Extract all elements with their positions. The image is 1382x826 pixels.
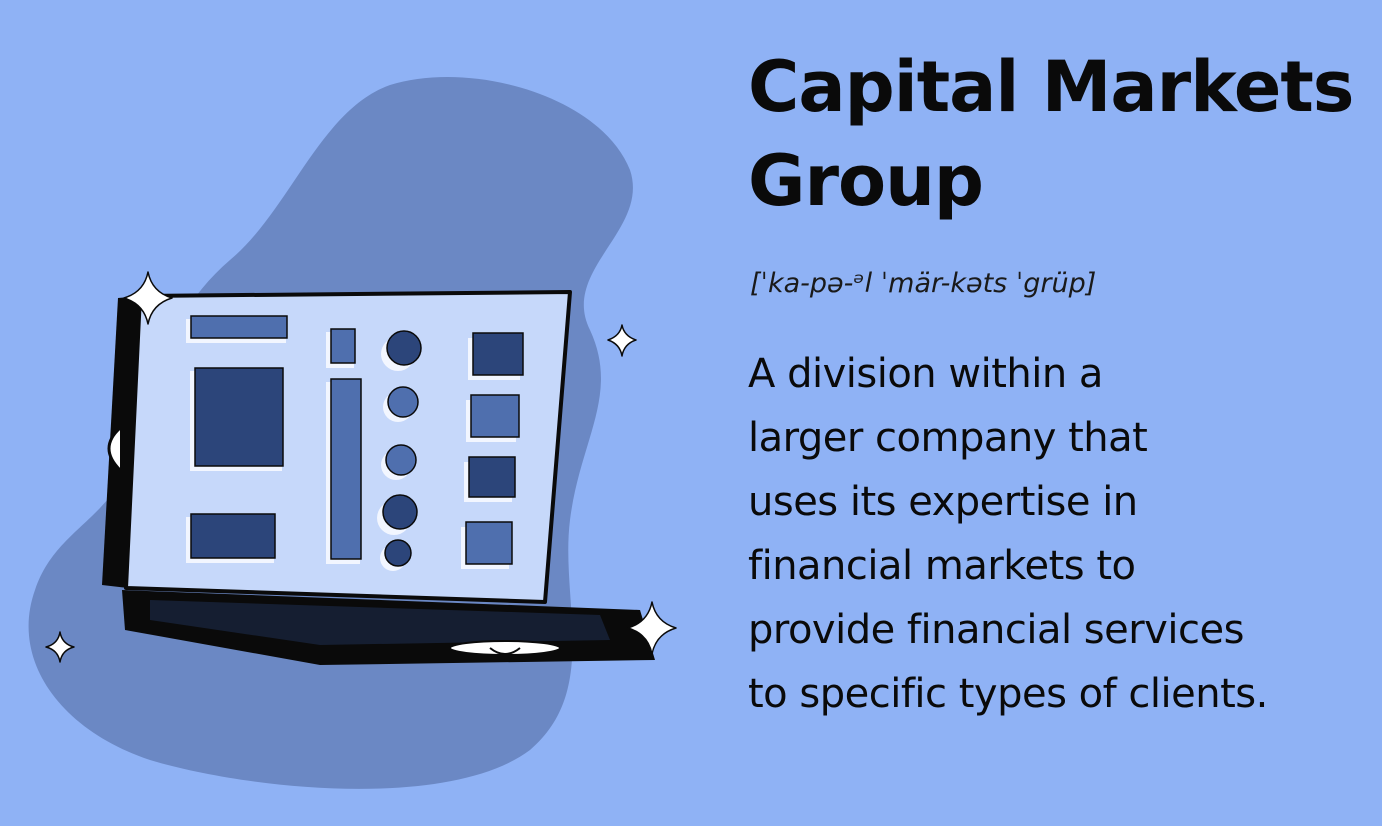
term-definition: A division within a larger company that …: [748, 351, 1268, 717]
term-title: Capital Markets Group: [748, 46, 1354, 222]
definition-panel: Capital Markets Group [ˈka-pə-ᵊl ˈmär-kə…: [748, 40, 1368, 726]
briefcase-illustration: [28, 76, 677, 789]
briefcase-compartments: [186, 315, 524, 571]
sparkle-icon: [123, 271, 173, 325]
briefcase-handle-icon: [449, 640, 561, 656]
briefcase-latch-icon: [107, 426, 122, 472]
term-pronunciation: [ˈka-pə-ᵊl ˈmär-kəts ˈgrüp]: [750, 268, 1097, 299]
sparkle-icon: [627, 601, 677, 655]
sparkle-icon: [607, 324, 637, 357]
sparkle-icon: [45, 631, 75, 663]
